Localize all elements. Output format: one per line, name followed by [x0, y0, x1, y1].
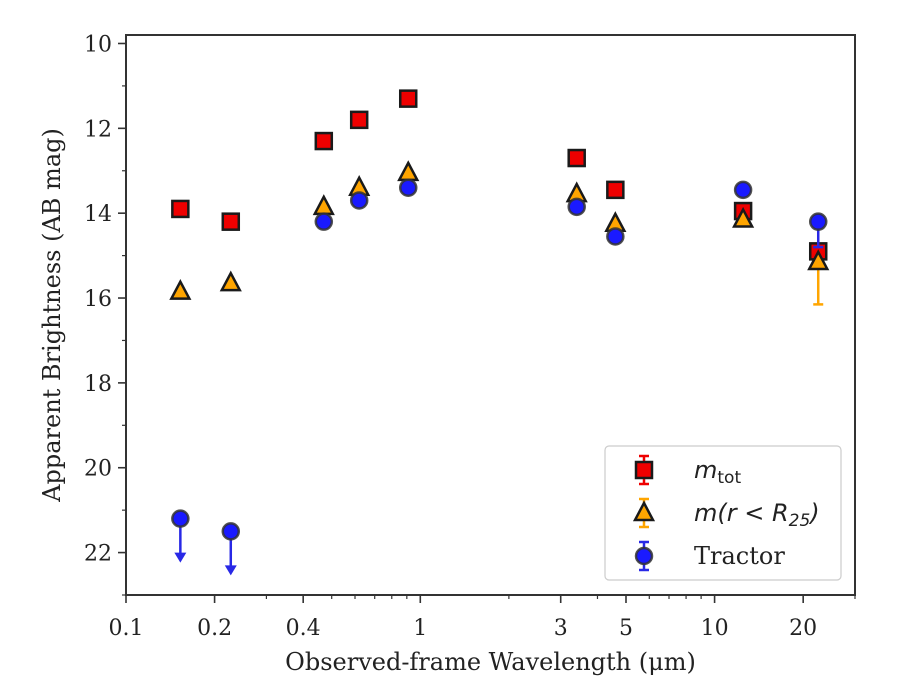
legend-label: mtot [694, 456, 741, 488]
data-point-circle [349, 191, 369, 210]
data-point-circle [808, 212, 828, 231]
data-point-square [349, 110, 369, 130]
x-tick-label: 10 [701, 616, 729, 641]
data-marks [169, 89, 830, 576]
series-square [171, 89, 828, 261]
x-axis-title: Observed-frame Wavelength (μm) [285, 648, 696, 676]
data-point-circle [221, 522, 241, 541]
y-tick-label: 14 [84, 202, 112, 227]
legend-marker-circle [634, 546, 654, 566]
upper-limit-arrow-head [224, 565, 237, 576]
x-tick-label: 1 [413, 616, 427, 641]
legend-item: m(r < R25) [632, 497, 820, 531]
legend-item: Tractor [634, 540, 785, 572]
data-point-circle [171, 509, 190, 528]
y-tick-label: 10 [84, 32, 112, 57]
data-point-triangle [807, 249, 830, 271]
axis-ticks: 0.1 0.2 0.4 1 3 5 10 20 10 12 14 16 18 20 22 [84, 32, 856, 641]
data-point-triangle [732, 206, 755, 228]
series-triangle [169, 160, 830, 306]
data-point-square [606, 180, 625, 200]
x-tick-label: 0.4 [286, 616, 321, 641]
legend-marker-triangle [632, 500, 656, 522]
x-tick-label: 0.1 [109, 616, 144, 641]
data-point-square [567, 148, 586, 168]
legend: mtot m(r < R25) Tractor [604, 445, 842, 581]
data-point-triangle [169, 278, 192, 300]
y-tick-label: 18 [84, 372, 112, 397]
y-tick-label: 20 [84, 457, 112, 482]
data-point-circle [567, 197, 586, 217]
y-tick-label: 22 [84, 542, 112, 567]
data-point-triangle [397, 160, 420, 182]
y-tick-label: 12 [84, 117, 112, 142]
legend-label: Tractor [694, 542, 785, 570]
legend-item: mtot [634, 454, 741, 488]
x-tick-label: 0.2 [197, 616, 232, 641]
x-tick-label: 3 [554, 616, 568, 641]
data-point-square [171, 199, 190, 219]
data-point-square [398, 89, 418, 108]
data-point-circle [733, 180, 753, 200]
data-point-circle [398, 178, 418, 197]
upper-limit-arrow-head [174, 552, 187, 563]
data-point-circle [606, 227, 625, 246]
data-point-triangle [219, 270, 242, 292]
data-point-triangle [312, 194, 335, 216]
legend-label: m(r < R25) [694, 499, 820, 531]
data-point-circle [314, 212, 334, 231]
legend-box [604, 445, 842, 581]
x-tick-label: 5 [619, 616, 633, 641]
x-tick-label: 20 [789, 616, 817, 641]
y-tick-label: 16 [84, 287, 112, 312]
y-axis-title: Apparent Brightness (AB mag) [38, 128, 66, 503]
series-circle [171, 178, 828, 576]
legend-marker-square [634, 460, 654, 480]
data-point-square [314, 131, 334, 151]
data-point-square [221, 212, 241, 231]
plot-frame [125, 34, 856, 596]
